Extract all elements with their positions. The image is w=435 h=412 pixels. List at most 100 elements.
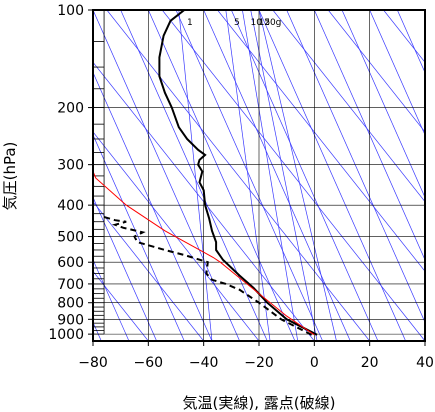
wind-barb-flag xyxy=(86,292,90,298)
y-tick-label: 100 xyxy=(57,3,84,19)
mixing-ratio-label: 15 xyxy=(259,18,270,28)
wind-barb-flag xyxy=(86,170,90,176)
wind-barb-flag xyxy=(86,83,90,89)
parcel-line xyxy=(93,170,315,336)
wind-barb-flag xyxy=(86,35,90,41)
y-tick-label: 800 xyxy=(57,296,84,312)
wind-barb-flag xyxy=(86,4,90,10)
x-tick-label: 20 xyxy=(361,355,379,371)
wind-barb xyxy=(86,305,105,312)
x-tick-label: −40 xyxy=(189,355,219,371)
wind-barb xyxy=(86,159,105,166)
y-tick-label: 1000 xyxy=(48,327,84,343)
wind-barb-flag xyxy=(86,199,90,205)
temperature-line xyxy=(158,10,318,336)
wind-barb-flag xyxy=(86,297,90,303)
wind-barb xyxy=(93,270,105,274)
x-tick-label: −20 xyxy=(244,355,274,371)
isotherm-line xyxy=(120,10,268,341)
wind-barb-flag xyxy=(86,216,90,222)
isotherm-line xyxy=(203,10,351,341)
y-tick-label: 200 xyxy=(57,101,84,117)
wind-barb xyxy=(86,313,105,320)
mixing-ratio-line xyxy=(225,10,271,341)
wind-barb-flag xyxy=(86,313,90,319)
wind-barb xyxy=(86,231,105,237)
y-tick-label: 600 xyxy=(57,255,84,271)
wind-barb-flag xyxy=(86,317,90,323)
wind-barb xyxy=(86,170,105,177)
wind-barb-flag xyxy=(86,321,90,327)
y-axis-title: 気圧(hPa) xyxy=(1,142,19,211)
isotherm-line xyxy=(397,10,425,74)
wind-barb-flag xyxy=(86,273,90,279)
wind-barb-flag xyxy=(86,190,90,196)
dewpoint-line xyxy=(103,216,313,336)
isotherm-line xyxy=(148,10,296,341)
mixing-ratio-label: 10 xyxy=(251,18,263,28)
x-tick-label: 0 xyxy=(310,355,319,371)
mixing-ratio-line xyxy=(242,10,299,341)
x-tick-label: 40 xyxy=(416,355,434,371)
wind-barb xyxy=(86,35,105,42)
wind-barb-flag xyxy=(86,262,90,268)
wind-barb xyxy=(93,314,105,316)
y-tick-label: 300 xyxy=(57,158,84,174)
isotherm-line xyxy=(258,10,406,341)
wind-barb xyxy=(86,321,105,328)
wind-barb xyxy=(93,259,105,263)
wind-barb-flag xyxy=(86,159,90,165)
wind-barb-flag xyxy=(86,231,90,237)
adiabat-line xyxy=(327,10,425,133)
adiabat-line xyxy=(217,10,425,272)
wind-barb xyxy=(86,146,105,153)
mixing-ratio-line xyxy=(250,10,318,341)
wind-barb-flag xyxy=(86,328,90,334)
isotherm-line xyxy=(231,10,379,341)
wind-barb-flag xyxy=(86,250,90,256)
mixing-ratio-label: 20g xyxy=(264,18,281,28)
wind-barb xyxy=(86,328,105,335)
wind-barb xyxy=(86,292,105,299)
isotherm-line xyxy=(93,71,213,341)
wind-barb-flag xyxy=(86,305,90,311)
data-series xyxy=(93,10,318,336)
isotherm-line xyxy=(424,10,425,11)
wind-barb-flag xyxy=(86,146,90,152)
isotherm-line xyxy=(369,10,425,136)
adiabat-line xyxy=(383,10,425,63)
wind-barb xyxy=(86,83,105,90)
isotherm-line xyxy=(286,10,425,324)
isotherm-line xyxy=(93,196,157,341)
wind-barb-flag xyxy=(86,278,90,284)
wind-barb-flag xyxy=(86,288,90,294)
wind-barb xyxy=(86,317,105,324)
wind-barb-flag xyxy=(86,133,90,139)
wind-barb xyxy=(86,61,105,68)
x-tick-label: −80 xyxy=(78,355,108,371)
mixing-ratio-label: 5 xyxy=(234,18,240,28)
wind-barb xyxy=(86,237,105,244)
wind-barbs xyxy=(86,4,105,335)
wind-barb-flag xyxy=(86,237,90,243)
isotherm-lines xyxy=(93,10,425,341)
mixing-ratio-line xyxy=(178,10,213,341)
y-tick-label: 500 xyxy=(57,230,84,246)
isotherm-line xyxy=(341,10,425,199)
wind-barb xyxy=(86,273,105,280)
adiabat-line xyxy=(272,10,425,203)
mixing-ratio-label: 1 xyxy=(187,18,193,28)
isotherm-line xyxy=(93,10,240,341)
wind-barb xyxy=(93,247,105,251)
x-tick-label: −60 xyxy=(134,355,164,371)
wind-barb-flag xyxy=(86,118,90,124)
adiabat-line xyxy=(93,61,315,341)
adiabat-line xyxy=(93,131,260,341)
wind-barb-flag xyxy=(86,208,90,214)
wind-barb-flag xyxy=(86,223,90,229)
wind-barb xyxy=(93,288,105,290)
isotherm-line xyxy=(175,10,323,341)
adiabat-line xyxy=(161,10,425,341)
wind-barb-flag xyxy=(86,61,90,67)
